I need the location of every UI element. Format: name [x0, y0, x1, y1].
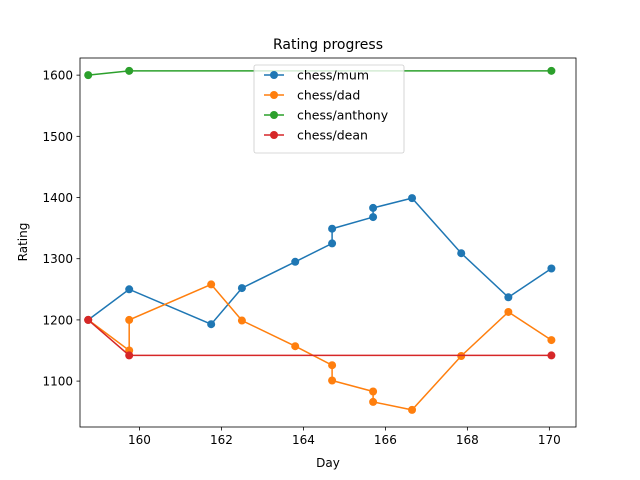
series-layer	[84, 66, 556, 414]
data-point	[369, 387, 378, 396]
data-point	[207, 280, 216, 289]
data-point	[125, 315, 134, 324]
data-point	[125, 285, 134, 294]
legend-entry: chess/mum	[264, 68, 369, 83]
data-point	[84, 71, 93, 80]
plot-frame	[79, 57, 577, 428]
series-chess-mum	[84, 194, 556, 329]
y-tick-label: 1500	[42, 130, 73, 144]
data-point	[291, 342, 300, 351]
chart-title: Rating progress	[273, 37, 383, 53]
legend-marker	[270, 111, 278, 119]
data-point	[237, 316, 246, 325]
data-point	[291, 257, 300, 266]
y-tick-label: 1400	[42, 191, 73, 205]
data-point	[369, 203, 378, 212]
data-point	[328, 239, 337, 248]
legend-entry: chess/dad	[264, 88, 360, 103]
legend-entry: chess/dean	[264, 128, 368, 143]
data-point	[504, 307, 513, 316]
data-point	[237, 284, 246, 293]
data-point	[457, 249, 466, 258]
data-point	[369, 213, 378, 222]
x-tick-label: 170	[538, 433, 561, 447]
legend-label: chess/anthony	[297, 108, 389, 123]
legend: chess/mum chess/dad chess/anthony chess/dea…	[253, 64, 405, 154]
legend-marker	[270, 71, 278, 79]
x-tick-label: 160	[128, 433, 151, 447]
legend-entry: chess/anthony	[264, 108, 389, 123]
legend-marker	[270, 131, 278, 139]
legend-label: chess/dad	[297, 88, 360, 103]
data-point	[125, 351, 134, 360]
y-tick-label: 1100	[42, 375, 73, 389]
data-point	[328, 361, 337, 370]
data-point	[84, 315, 93, 324]
y-axis-label: Rating	[16, 223, 30, 262]
series-chess-dean	[84, 315, 556, 360]
data-point	[328, 376, 337, 385]
data-point	[408, 194, 417, 203]
data-point	[408, 405, 417, 414]
data-point	[125, 66, 134, 75]
data-point	[504, 293, 513, 302]
x-ticks: 160 162 164 166 168 170	[128, 427, 561, 447]
x-tick-label: 164	[292, 433, 315, 447]
y-tick-label: 1200	[42, 313, 73, 327]
data-point	[328, 224, 337, 233]
data-point	[207, 320, 216, 329]
data-point	[547, 351, 556, 360]
y-ticks: 1100 1200 1300 1400 1500 1600	[42, 69, 80, 389]
series-chess-anthony	[84, 66, 556, 80]
data-point	[547, 66, 556, 75]
data-point	[547, 336, 556, 345]
legend-box	[253, 64, 405, 154]
x-tick-label: 168	[456, 433, 479, 447]
y-tick-label: 1300	[42, 252, 73, 266]
x-axis-label: Day	[316, 456, 340, 470]
x-tick-label: 166	[374, 433, 397, 447]
x-tick-label: 162	[210, 433, 233, 447]
legend-marker	[270, 91, 278, 99]
legend-label: chess/dean	[297, 128, 368, 143]
y-tick-label: 1600	[42, 69, 73, 83]
data-point	[369, 397, 378, 406]
data-point	[547, 264, 556, 273]
series-line	[87, 283, 552, 411]
legend-label: chess/mum	[297, 68, 369, 83]
